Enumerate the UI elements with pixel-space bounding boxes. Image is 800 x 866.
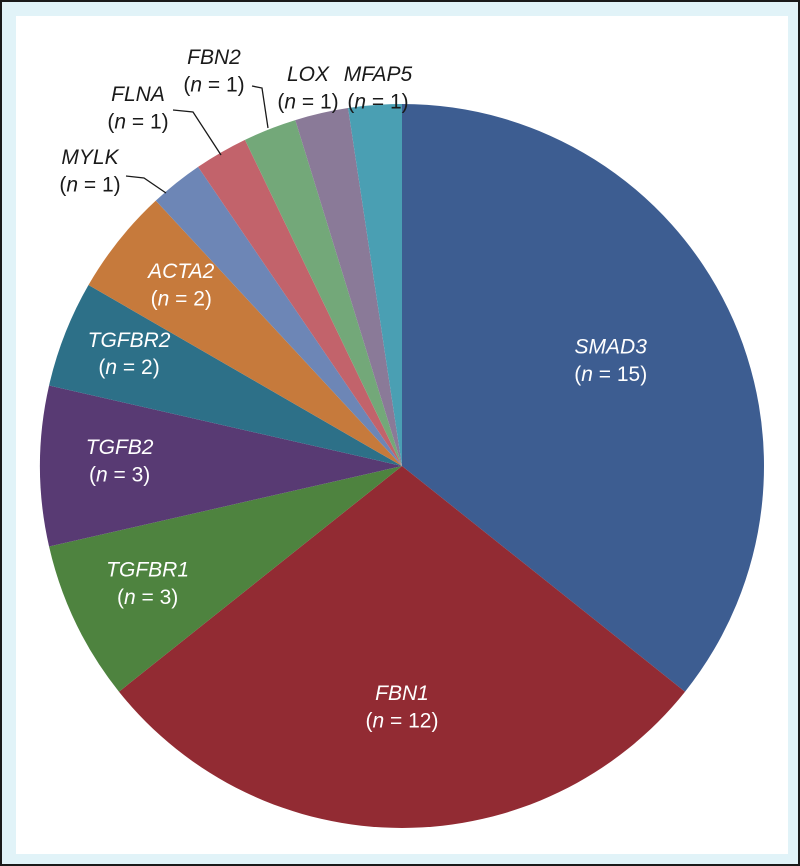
pie-slice-tgfb2 [39,385,402,547]
pie-chart: SMAD3 (n = 15)FBN1 (n = 12)TGFBR1 (n = 3)TG… [39,46,765,829]
slice-label-tgfbr2: TGFBR2 (n = 2) [88,329,171,379]
slice-label-mfap5: MFAP5 (n = 1) [344,63,413,113]
pie-slice-acta2 [88,200,402,466]
slice-gene-name: FLNA [111,83,165,106]
slice-gene-name: ACTA2 [146,260,214,283]
slice-count: (n = 15) [574,363,647,386]
slice-count: (n = 2) [151,287,212,310]
slice-count: (n = 1) [347,90,408,113]
slice-label-fbn1: FBN1 (n = 12) [366,682,439,732]
slice-label-acta2: ACTA2 (n = 2) [146,260,214,310]
pie-slice-fbn2 [244,120,402,466]
slice-count: (n = 3) [117,586,178,609]
slice-label-fbn2: FBN2 (n = 1) [183,46,244,96]
slice-gene-name: LOX [287,63,330,86]
pie-slice-tgfbr1 [49,466,402,692]
slice-gene-name: TGFBR1 [106,559,189,582]
slice-count: (n = 2) [98,356,159,379]
slice-gene-name: MFAP5 [344,63,413,86]
pie-slice-lox [295,108,402,466]
slice-gene-name: TGFB2 [86,436,154,459]
slice-count: (n = 1) [59,173,120,196]
leader-line-mylk [125,175,167,194]
leader-line-fbn2 [251,85,269,129]
pie-slice-mylk [155,166,402,467]
slice-gene-name: SMAD3 [575,335,648,358]
plot-area: SMAD3 (n = 15) FBN1 (n = 12) TGFBR1 (n = 3) TG… [16,16,788,854]
pie-slice-flna [198,139,402,466]
slice-count: (n = 12) [366,709,439,732]
slice-count: (n = 1) [277,90,338,113]
slice-count: (n = 1) [183,73,244,96]
slice-count: (n = 1) [107,110,168,133]
slice-label-tgfbr1: TGFBR1 (n = 3) [106,559,189,609]
pie-slice-mfap5 [348,104,402,466]
pie-slice-smad3 [402,104,765,692]
slice-label-lox: LOX (n = 1) [277,63,338,113]
slice-gene-name: FBN2 [187,46,241,69]
slice-label-tgfb2: TGFB2 (n = 3) [86,436,154,486]
leader-line-flna [172,109,222,156]
slice-label-smad3: SMAD3 (n = 15) [574,335,647,385]
pie-slice-fbn1 [118,466,686,829]
slice-label-flna: FLNA (n = 1) [107,83,168,133]
slice-count: (n = 3) [89,463,150,486]
pie-slice-tgfbr2 [49,285,402,466]
slice-label-mylk: MYLK (n = 1) [59,146,120,196]
slice-gene-name: FBN1 [375,682,429,705]
slice-gene-name: MYLK [61,146,119,169]
slice-gene-name: TGFBR2 [88,329,171,352]
